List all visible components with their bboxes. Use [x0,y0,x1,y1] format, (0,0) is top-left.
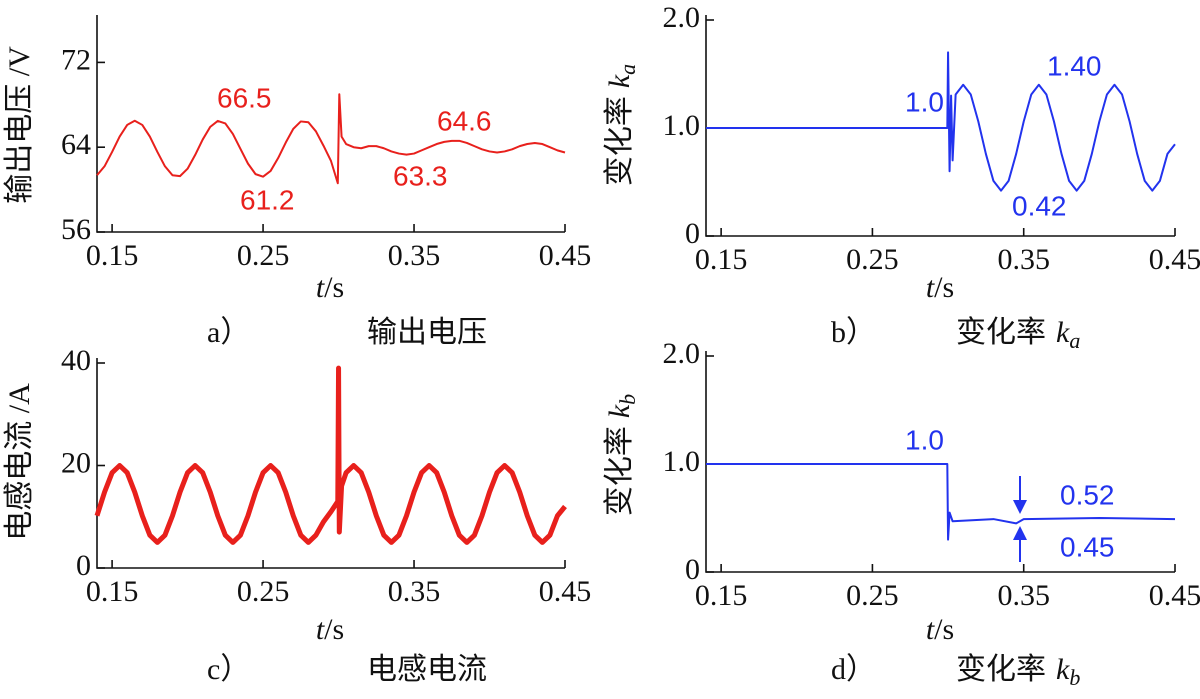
y-tick-label: 0 [76,549,91,582]
x-tick-label: 0.45 [539,239,592,272]
y-tick-label: 20 [61,446,91,479]
y-tick-label: 1.0 [663,109,701,142]
x-tick-label: 0.45 [1149,243,1200,276]
x-tick-label: 0.15 [86,575,139,608]
data-line [96,93,566,185]
annotation: 1.40 [1047,50,1102,81]
axes [705,15,1175,237]
x-label-var: t [316,271,325,304]
y-label-text: 电感电流 /A [3,383,36,541]
axes [96,15,565,233]
y-axis-label: 变化率 ka [603,64,640,186]
x-label-unit: /s [934,271,954,304]
x-tick-label: 0.15 [695,243,748,276]
y-label-text: 输出电压 /V [3,46,36,204]
caption-letter: d） [831,653,876,686]
annotation: 64.6 [437,105,492,136]
x-tick-label: 0.25 [846,243,899,276]
x-tick-label: 0.35 [997,243,1050,276]
annotation: 1.0 [905,424,944,455]
caption-sub: b [1069,665,1080,690]
x-tick-label: 0.35 [388,239,441,272]
y-axis-label: 变化率 kb [603,394,640,516]
data-line [706,51,1176,192]
y-tick-label: 1.0 [663,445,701,478]
caption-text: 变化率 kb [956,653,1080,690]
y-tick-label: 0 [685,553,700,586]
x-label-unit: /s [324,271,344,304]
x-label-var: t [926,613,935,646]
data-line [94,365,567,545]
arrow-head [1013,526,1027,540]
y-tick-label: 64 [61,128,91,161]
y-axis-label: 输出电压 /V [3,46,36,204]
caption-var: k [1056,653,1070,686]
data-line [706,463,1176,541]
caption-letter: b） [831,316,876,349]
x-tick-label: 0.25 [237,239,290,272]
x-label-var: t [926,271,935,304]
y-label-text: 变化率 [603,426,636,516]
x-axis-label: t/s [926,271,954,304]
x-tick-label: 0.15 [695,579,748,612]
caption-var: k [1056,316,1070,349]
y-tick-label: 56 [61,213,91,246]
annotation: 1.0 [905,86,944,117]
annotation: 66.5 [217,82,272,113]
x-tick-label: 0.25 [846,579,899,612]
y-tick-label: 2.0 [663,1,701,34]
axes [96,358,565,569]
x-label-unit: /s [934,613,954,646]
caption-main: 变化率 [956,653,1046,686]
y-label-var: k [603,74,636,88]
x-axis-label: t/s [316,271,344,304]
caption-sub: a [1069,328,1080,353]
y-label-sub: b [615,394,640,405]
x-axis-label: t/s [316,613,344,646]
x-tick-label: 0.45 [1149,579,1200,612]
caption-letter: a） [207,316,250,349]
y-label-sub: a [615,64,640,75]
y-label-var: k [603,404,636,418]
y-axis-label: 电感电流 /A [3,383,36,541]
caption-main: 电感电流 [367,653,487,686]
caption-letter: c） [207,653,250,686]
annotation: 0.45 [1060,531,1115,562]
x-tick-label: 0.15 [86,239,139,272]
x-tick-label: 0.35 [388,575,441,608]
x-label-unit: /s [324,613,344,646]
caption-main: 输出电压 [367,316,487,349]
x-tick-label: 0.35 [997,579,1050,612]
caption-text: 输出电压 [367,316,487,349]
x-axis-label: t/s [926,613,954,646]
caption-text: 变化率 ka [956,316,1080,353]
y-tick-label: 2.0 [663,337,701,370]
arrow-head [1013,500,1027,514]
x-label-var: t [316,613,325,646]
y-tick-label: 40 [61,344,91,377]
annotation: 0.42 [1012,190,1067,221]
annotation: 0.52 [1060,479,1115,510]
x-tick-label: 0.45 [539,575,592,608]
y-tick-label: 0 [685,217,700,250]
x-tick-label: 0.25 [237,575,290,608]
y-label-text: 变化率 [603,96,636,186]
annotation: 63.3 [393,160,448,191]
annotation: 61.2 [240,184,295,215]
y-tick-label: 72 [61,43,91,76]
caption-main: 变化率 [956,316,1046,349]
caption-text: 电感电流 [367,653,487,686]
